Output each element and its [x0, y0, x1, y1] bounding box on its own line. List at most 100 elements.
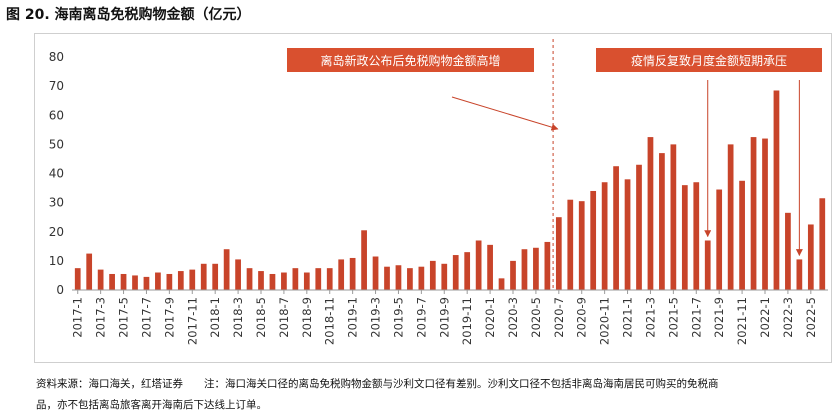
bar-2017-2	[86, 253, 93, 290]
annotations: 离岛新政公布后免税购物金额高增 疫情反复致月度金额短期承压	[287, 39, 822, 290]
bar-2020-8	[567, 199, 574, 290]
bar-2019-12	[475, 240, 482, 290]
x-tick-label: 2019-1	[346, 297, 360, 338]
y-tick-label: 50	[49, 137, 64, 151]
x-tick-label: 2021-9	[712, 297, 726, 338]
bar-2017-4	[109, 273, 115, 290]
bar-2020-6	[544, 241, 551, 290]
x-tick-label: 2021-7	[689, 297, 703, 338]
annotation-arrow-policy	[451, 96, 559, 131]
bar-2019-3	[372, 256, 379, 290]
bar-2019-4	[384, 266, 390, 290]
x-tick-label: 2017-9	[162, 297, 176, 338]
bar-2018-8	[292, 268, 299, 290]
source-note-line1: 资料来源：海口海关，红塔证券 注：海口海关口径的离岛免税购物金额与沙利文口径有差…	[36, 378, 719, 390]
bar-2022-2	[773, 90, 780, 291]
bar-2019-8	[429, 260, 436, 291]
x-tick-label: 2021-5	[666, 297, 680, 338]
x-tick-label: 2019-3	[369, 297, 383, 338]
annotation-box-covid	[596, 48, 822, 72]
bar-2019-6	[407, 268, 413, 290]
bar-2018-1	[212, 263, 219, 290]
x-tick-label: 2017-11	[185, 297, 199, 345]
x-tick-label: 2020-7	[552, 297, 566, 338]
bar-2020-4	[521, 249, 528, 290]
bar-2021-9	[716, 189, 723, 290]
bar-2017-7	[143, 276, 150, 290]
bar-2020-3	[510, 260, 516, 291]
bar-2017-3	[97, 269, 104, 290]
bar-2018-9	[303, 272, 310, 290]
bar-2017-8	[155, 272, 161, 290]
x-tick-label: 2019-7	[414, 297, 428, 338]
bar-2021-1	[624, 179, 631, 290]
bar-2017-6	[132, 275, 138, 290]
bar-2017-5	[120, 273, 127, 290]
x-tick-label: 2020-3	[506, 297, 520, 338]
x-tick-label: 2020-5	[529, 297, 543, 338]
bar-2020-9	[578, 201, 585, 290]
bar-2018-7	[281, 272, 287, 290]
x-tick-label: 2022-3	[781, 297, 795, 338]
annotation-text-covid: 疫情反复致月度金额短期承压	[631, 53, 787, 68]
bar-2021-10	[727, 144, 734, 291]
bar-2019-5	[395, 265, 402, 290]
y-tick-label: 40	[49, 167, 64, 181]
bar-2019-1	[349, 257, 356, 290]
bar-2018-10	[315, 268, 322, 290]
figure-title: 图 20. 海南离岛免税购物金额（亿元）	[6, 7, 251, 23]
y-tick-label: 0	[56, 283, 64, 297]
bar-2020-2	[498, 278, 505, 290]
y-tick-label: 30	[49, 196, 64, 210]
x-tick-label: 2017-1	[71, 297, 85, 338]
x-tick-label: 2019-5	[392, 297, 406, 338]
bar-2020-10	[590, 190, 597, 290]
x-tick-label: 2017-5	[117, 297, 131, 338]
bar-2020-1	[487, 244, 493, 290]
bar-2021-8	[704, 240, 711, 290]
bar-2021-2	[636, 164, 642, 290]
bar-2019-2	[361, 230, 367, 290]
bar-2018-6	[269, 273, 276, 290]
x-tick-label: 2017-7	[140, 297, 154, 338]
bar-2022-5	[807, 224, 814, 290]
bar-2018-11	[326, 268, 333, 290]
y-tick-label: 60	[49, 108, 64, 122]
bar-2019-10	[452, 255, 459, 290]
bar-2021-7	[693, 182, 700, 290]
bar-2018-5	[258, 271, 264, 290]
bar-2019-7	[418, 266, 425, 290]
bar-2020-11	[601, 182, 608, 290]
y-tick-label: 70	[49, 79, 64, 93]
x-tick-label: 2018-1	[208, 297, 222, 338]
y-tick-label: 10	[49, 254, 64, 268]
x-tick-label: 2022-5	[804, 297, 818, 338]
x-tick-label: 2018-5	[254, 297, 268, 338]
chart-frame	[34, 33, 832, 363]
x-tick-label: 2020-1	[483, 297, 497, 338]
bar-2017-12	[200, 263, 207, 290]
bar-2018-12	[338, 259, 345, 290]
y-tick-label: 20	[49, 225, 64, 239]
bar-2018-3	[235, 259, 241, 290]
bar-2020-7	[555, 217, 562, 290]
annotation-text-policy: 离岛新政公布后免税购物金额高增	[320, 53, 500, 68]
bar-2022-6	[819, 198, 826, 290]
bar-2021-12	[750, 137, 757, 290]
bar-2021-3	[647, 137, 654, 290]
x-tick-label: 2018-9	[300, 297, 314, 338]
bar-2020-5	[533, 247, 539, 290]
bar-2019-11	[464, 252, 471, 290]
x-tick-label: 2017-3	[94, 297, 108, 338]
x-tick-label: 2021-3	[644, 297, 658, 338]
x-tick-label: 2018-7	[277, 297, 291, 338]
x-tick-label: 2021-11	[735, 297, 749, 345]
bar-2022-1	[762, 138, 768, 290]
bar-2018-2	[223, 249, 230, 290]
bar-2017-1	[74, 268, 81, 290]
bar-2021-11	[739, 180, 745, 290]
bar-2022-4	[796, 259, 803, 290]
bar-2021-4	[659, 153, 665, 290]
bar-2017-9	[166, 273, 173, 290]
